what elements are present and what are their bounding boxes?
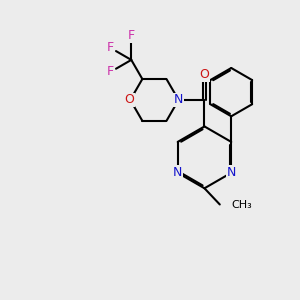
- Text: O: O: [125, 93, 135, 106]
- Text: F: F: [128, 29, 135, 42]
- Text: N: N: [173, 166, 182, 179]
- Text: N: N: [226, 166, 236, 179]
- Text: O: O: [200, 68, 209, 81]
- Text: N: N: [174, 93, 183, 106]
- Text: F: F: [107, 41, 114, 54]
- Text: F: F: [107, 65, 114, 79]
- Text: CH₃: CH₃: [231, 200, 252, 210]
